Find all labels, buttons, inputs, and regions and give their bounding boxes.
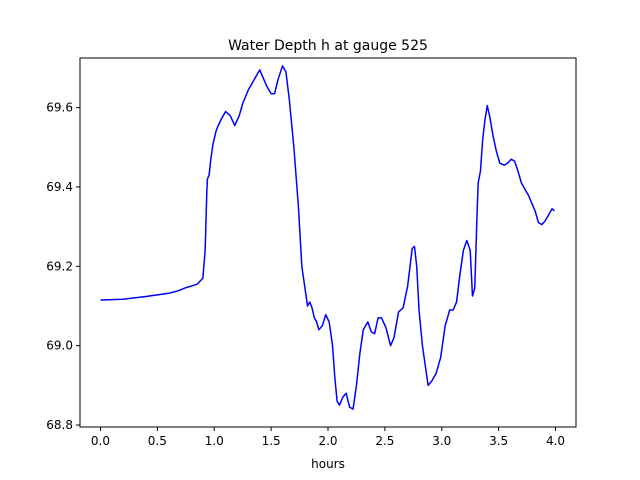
x-tick-label: 0.0 xyxy=(91,434,110,448)
x-tick-label: 4.0 xyxy=(546,434,565,448)
x-tick-label: 2.5 xyxy=(375,434,394,448)
x-tick-label: 1.5 xyxy=(262,434,281,448)
plot-area xyxy=(100,65,555,410)
x-tick-label: 0.5 xyxy=(148,434,167,448)
y-tick-label: 69.0 xyxy=(46,339,73,353)
y-tick-label: 69.6 xyxy=(46,101,73,115)
y-tick-label: 68.8 xyxy=(46,418,73,432)
x-tick-label: 1.0 xyxy=(205,434,224,448)
plot-frame xyxy=(79,57,577,428)
y-tick-label: 69.4 xyxy=(46,180,73,194)
x-axis-label: hours xyxy=(311,457,345,471)
x-tick-label: 3.5 xyxy=(489,434,508,448)
x-tick-label: 2.0 xyxy=(318,434,337,448)
axis-ticks: 0.0 0.5 1.0 1.5 2.0 2.5 3.0 3.5 4.0 68.8 69.0 69.2 6… xyxy=(46,101,565,448)
series-line-0 xyxy=(100,65,555,410)
y-tick-label: 69.2 xyxy=(46,259,73,273)
x-tick-label: 3.0 xyxy=(432,434,451,448)
chart-title: Water Depth h at gauge 525 xyxy=(228,38,428,54)
